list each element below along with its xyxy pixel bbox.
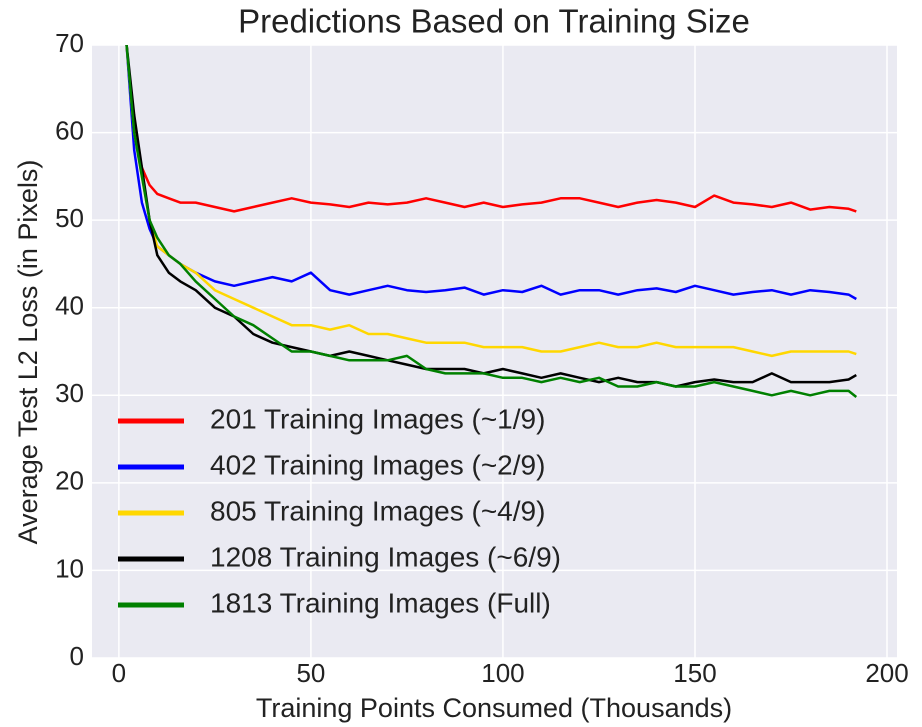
legend-label: 1813 Training Images (Full) (210, 587, 551, 618)
legend-label: 402 Training Images (~2/9) (210, 449, 545, 480)
x-axis-label: Training Points Consumed (Thousands) (256, 693, 732, 723)
y-axis-label: Average Test L2 Loss (in Pixels) (13, 160, 43, 545)
y-tick-label: 40 (55, 291, 84, 321)
x-tick-label: 200 (865, 658, 908, 688)
y-tick-label: 50 (55, 203, 84, 233)
x-tick-label: 150 (673, 658, 716, 688)
y-tick-label: 10 (55, 553, 84, 583)
y-tick-label: 20 (55, 466, 84, 496)
x-tick-label: 50 (296, 658, 325, 688)
legend-label: 1208 Training Images (~6/9) (210, 541, 561, 572)
legend-label: 805 Training Images (~4/9) (210, 495, 545, 526)
data-line (125, 45, 857, 213)
data-line (125, 45, 858, 398)
data-line (125, 45, 857, 358)
x-tick-label: 0 (112, 658, 126, 688)
y-tick-label: 60 (55, 115, 84, 145)
legend-label: 201 Training Images (~1/9) (210, 403, 545, 434)
y-tick-label: 70 (55, 28, 84, 58)
y-tick-label: 0 (70, 641, 84, 671)
data-line (125, 45, 857, 388)
plot-area (92, 45, 897, 658)
y-tick-label: 30 (55, 378, 84, 408)
chart-title: Predictions Based on Training Size (238, 3, 750, 40)
x-tick-label: 100 (481, 658, 524, 688)
